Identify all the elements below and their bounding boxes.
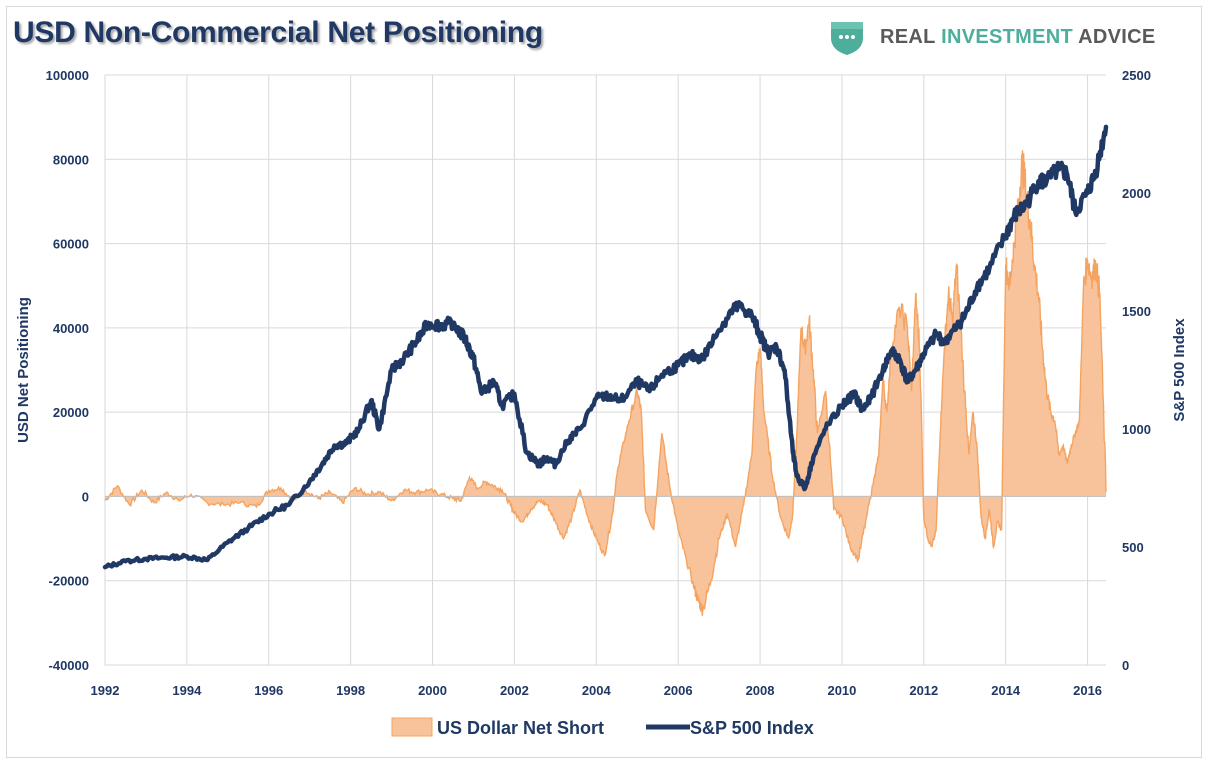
left-axis-title: USD Net Positioning	[15, 297, 32, 443]
right-y-axis: 0 500 1000 1500 2000 2500	[1122, 68, 1151, 673]
x-tick-label: 1996	[254, 683, 283, 698]
right-tick-label: 1000	[1122, 422, 1151, 437]
right-axis-title: S&P 500 Index	[1171, 318, 1188, 422]
left-tick-label: 60000	[53, 237, 89, 252]
right-tick-label: 2000	[1122, 186, 1151, 201]
left-tick-label: 20000	[53, 405, 89, 420]
sp500-line	[102, 124, 1109, 570]
right-tick-label: 1500	[1122, 304, 1151, 319]
chart-title: USD Non-Commercial Net Positioning	[13, 16, 543, 49]
legend-label-usd: US Dollar Net Short	[437, 718, 604, 738]
right-tick-label: 500	[1122, 540, 1144, 555]
x-tick-label: 2012	[909, 683, 938, 698]
x-axis: 1992 1994 1996 1998 2000 2002 2004 2006 2008 2010…	[91, 683, 1102, 698]
legend-swatch-usd	[391, 717, 433, 737]
left-tick-label: 40000	[53, 321, 89, 336]
legend: US Dollar Net Short S&P 500 Index	[391, 717, 814, 738]
usd-area-outline	[104, 150, 1107, 616]
x-tick-label: 2000	[418, 683, 447, 698]
x-tick-label: 2004	[582, 683, 612, 698]
right-tick-label: 2500	[1122, 68, 1151, 83]
brand-logo: REAL INVESTMENT ADVICE	[828, 18, 1156, 56]
left-tick-label: -20000	[49, 574, 89, 589]
x-tick-label: 2008	[746, 683, 775, 698]
x-tick-label: 2002	[500, 683, 529, 698]
left-y-axis: -40000 -20000 0 20000 40000 60000 80000 100000	[46, 68, 89, 673]
shield-dots-icon	[831, 22, 863, 55]
x-tick-label: 2016	[1073, 683, 1102, 698]
x-tick-label: 1998	[336, 683, 365, 698]
x-tick-label: 1994	[172, 683, 202, 698]
right-tick-label: 0	[1122, 658, 1129, 673]
usd-net-short-series	[104, 150, 1107, 616]
chart-frame	[6, 6, 1202, 758]
left-tick-label: -40000	[49, 658, 89, 673]
usd-area-fill	[105, 150, 1106, 616]
left-tick-label: 0	[82, 489, 89, 504]
x-tick-label: 1992	[91, 683, 120, 698]
left-tick-label: 100000	[46, 68, 89, 83]
x-tick-label: 2010	[827, 683, 856, 698]
brand-name: REAL INVESTMENT ADVICE	[880, 25, 1156, 48]
left-tick-label: 80000	[53, 152, 89, 167]
sp500-series	[102, 124, 1109, 570]
x-tick-label: 2014	[991, 683, 1021, 698]
legend-label-sp500: S&P 500 Index	[690, 718, 814, 738]
x-tick-label: 2006	[664, 683, 693, 698]
